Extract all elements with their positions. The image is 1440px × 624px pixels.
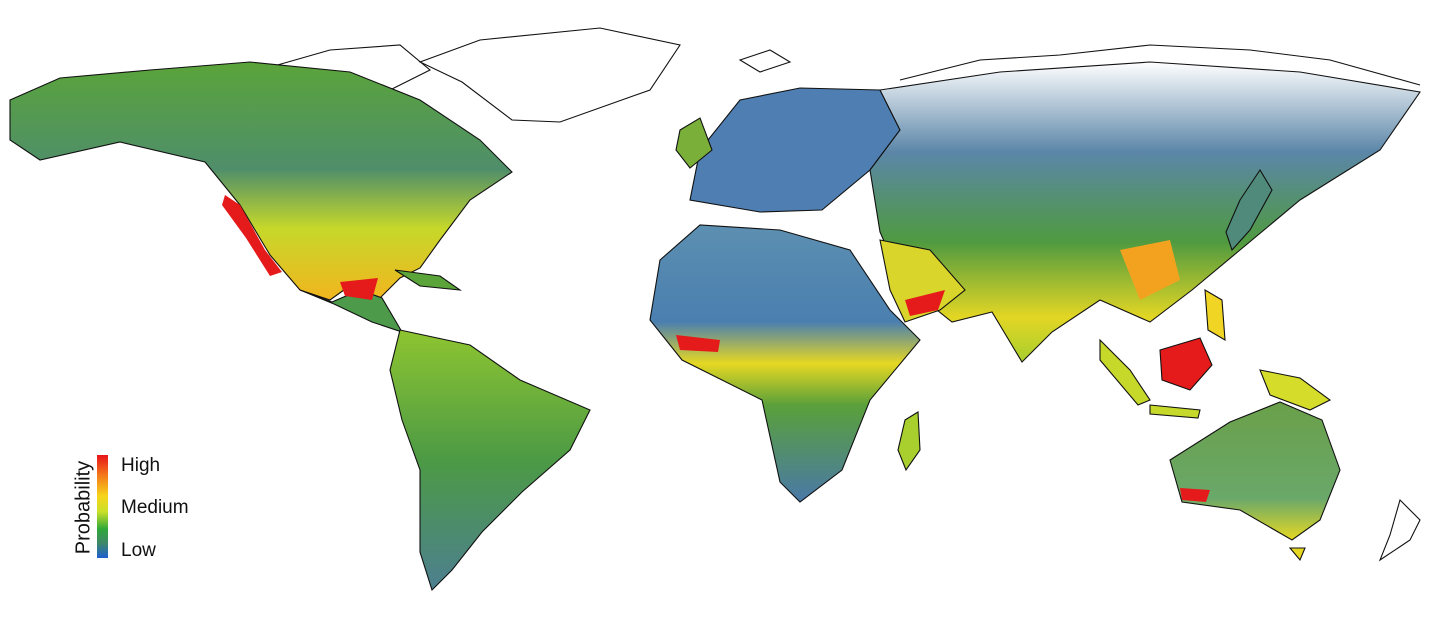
hotspot-southwest-australia bbox=[1180, 488, 1210, 502]
java bbox=[1149, 404, 1201, 419]
legend-medium-label: Medium bbox=[121, 497, 189, 518]
sumatra bbox=[1099, 338, 1151, 406]
hotspot-california bbox=[222, 195, 282, 276]
madagascar bbox=[897, 411, 921, 472]
caribbean bbox=[394, 269, 463, 291]
svalbard bbox=[738, 49, 792, 73]
asia bbox=[869, 61, 1421, 363]
hotspot-central-america bbox=[340, 278, 378, 300]
legend-low-label: Low bbox=[121, 540, 156, 561]
legend-color-bar bbox=[97, 455, 108, 558]
new-guinea bbox=[1259, 369, 1332, 411]
legend-title: Probability bbox=[72, 460, 95, 555]
borneo bbox=[1159, 337, 1213, 391]
arabian-peninsula bbox=[879, 239, 966, 323]
legend-high-label: High bbox=[121, 455, 161, 476]
tasmania bbox=[1288, 547, 1306, 562]
greenland bbox=[418, 27, 681, 123]
central-america bbox=[299, 289, 404, 333]
north-america bbox=[9, 61, 513, 301]
philippines bbox=[1204, 288, 1226, 342]
hotspot-west-africa bbox=[676, 335, 720, 352]
hotspot-yemen bbox=[905, 290, 945, 316]
new-zealand bbox=[1378, 498, 1421, 562]
hotspot-southeast-asia bbox=[1120, 240, 1180, 300]
australia bbox=[1169, 401, 1341, 541]
siberian-coast bbox=[899, 44, 1421, 86]
british-isles bbox=[675, 117, 713, 169]
europe bbox=[689, 87, 901, 213]
africa bbox=[649, 224, 921, 503]
japan bbox=[1225, 168, 1273, 252]
south-america bbox=[389, 329, 591, 592]
